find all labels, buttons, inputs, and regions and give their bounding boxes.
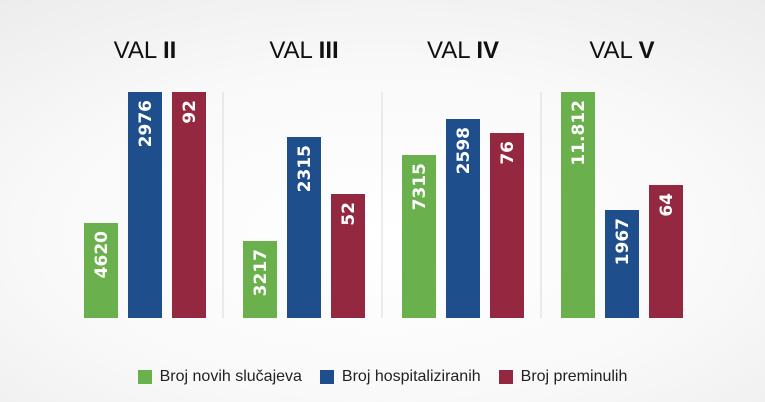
legend-label-new-cases: Broj novih slučajeva [159,368,302,385]
legend-item-hospitalized: Broj hospitaliziranih [319,368,481,386]
legend: Broj novih slučajeva Broj hospitaliziran… [0,364,765,390]
legend-item-deaths: Broj preminulih [498,368,628,386]
legend-swatch-new-cases [137,370,152,384]
bar-label-deaths-val-ii: 92 [180,100,200,124]
bar-label-new-cases-val-v: 11.812 [569,100,589,166]
bar-deaths-val-iv [490,133,524,318]
bar-deaths-val-v [649,185,683,318]
wave-title-4: VAL IV [427,37,499,64]
bar-deaths-val-ii [172,92,206,318]
bar-label-hospitalized-val-iii: 2315 [295,145,315,192]
bar-new-cases-val-v [561,92,595,318]
wave-title-numeral: II [163,37,176,64]
wave-title-numeral: III [319,37,339,64]
wave-title-numeral: IV [476,37,499,64]
bar-hospitalized-val-ii [128,92,162,318]
bar-label-hospitalized-val-ii: 2976 [136,100,156,147]
bar-label-new-cases-val-iii: 3217 [251,249,271,296]
wave-title-prefix: VAL [269,37,318,64]
bar-label-deaths-val-iii: 52 [339,202,359,226]
bar-deaths-val-iii [331,194,365,318]
wave-title-prefix: VAL [114,37,163,64]
bar-hospitalized-val-v [605,210,639,318]
wave-title-3: VAL III [269,37,338,64]
legend-label-hospitalized: Broj hospitaliziranih [341,368,481,385]
bar-label-hospitalized-val-v: 1967 [613,218,633,265]
bar-label-deaths-val-iv: 76 [498,141,518,165]
legend-item-new-cases: Broj novih slučajeva [137,368,302,386]
bar-label-new-cases-val-ii: 4620 [92,231,112,278]
bar-hospitalized-val-iii [287,137,321,318]
bar-label-deaths-val-v: 64 [657,193,677,217]
bar-new-cases-val-iii [243,241,277,318]
legend-label-deaths: Broj preminulih [520,368,628,385]
bar-chart: VAL II 4620 2976 92 VAL III 3217 2315 52 VAL IV 7… [84,37,683,318]
wave-title-numeral: V [639,37,655,64]
wave-title-2: VAL II [114,37,177,64]
wave-title-5: VAL V [589,37,654,64]
bar-hospitalized-val-iv [446,119,480,318]
bar-new-cases-val-iv [402,155,436,318]
wave-title-prefix: VAL [427,37,476,64]
wave-title-prefix: VAL [589,37,638,64]
bar-new-cases-val-ii [84,223,118,318]
legend-swatch-hospitalized [319,370,334,384]
bar-label-hospitalized-val-iv: 2598 [454,127,474,174]
bar-label-new-cases-val-iv: 7315 [410,163,430,210]
legend-swatch-deaths [498,370,513,384]
